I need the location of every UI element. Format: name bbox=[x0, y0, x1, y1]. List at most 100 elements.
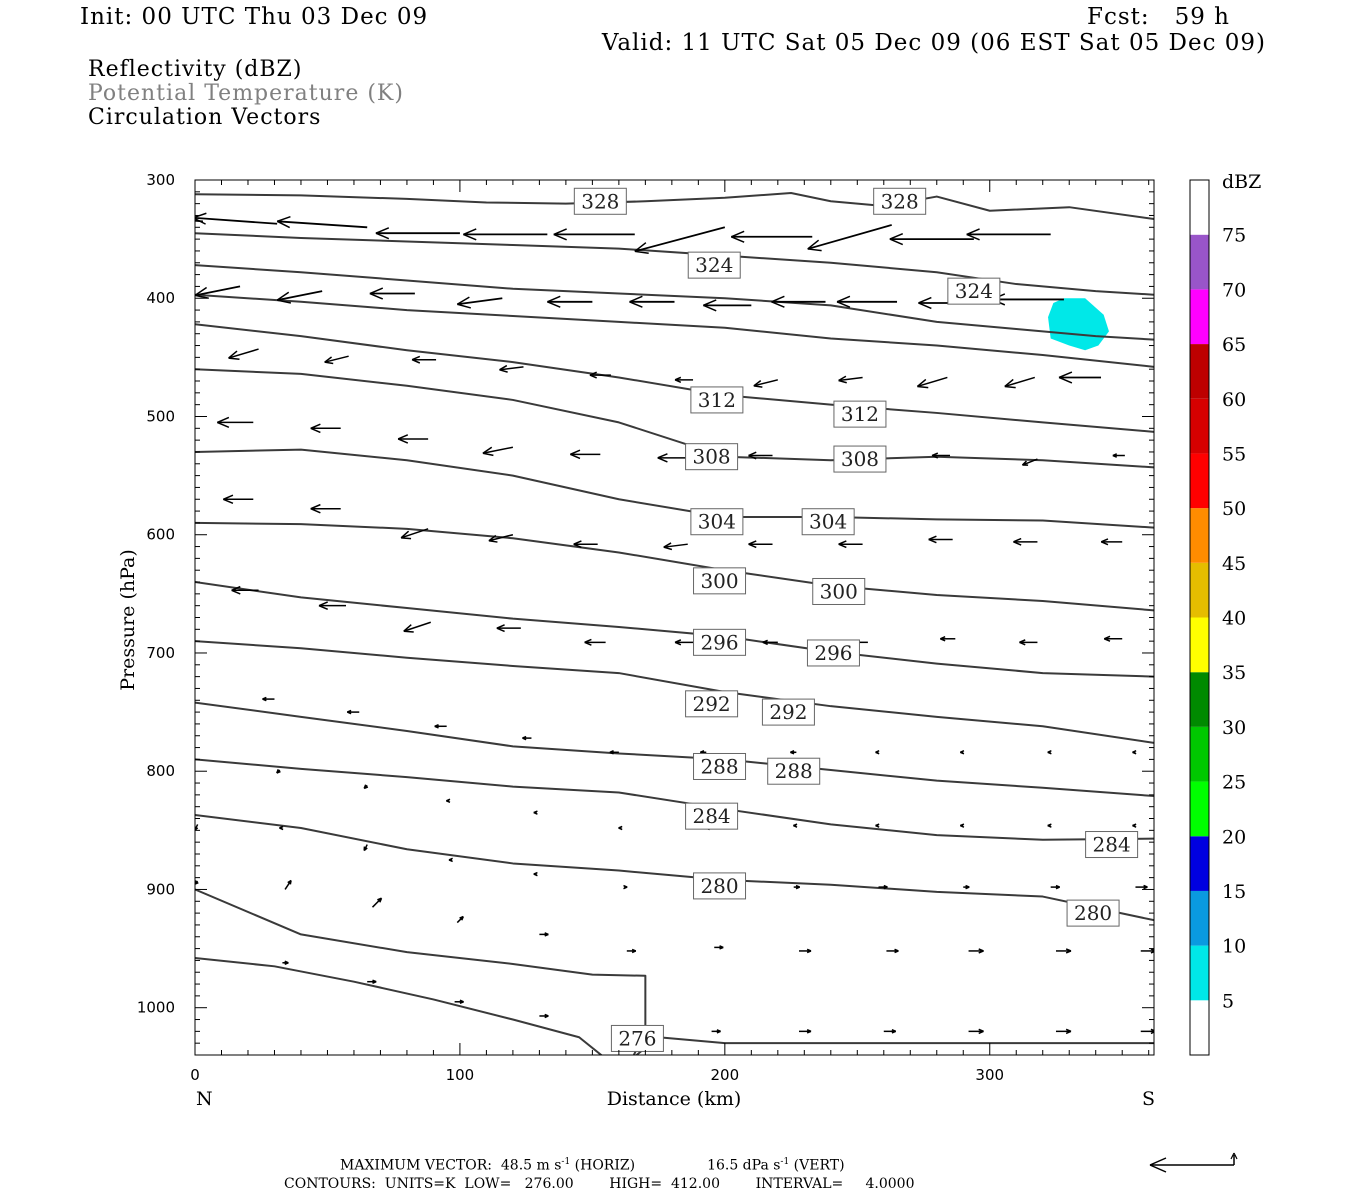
contour-label-296: 296 bbox=[693, 628, 747, 656]
circulation-vector bbox=[222, 494, 254, 505]
circulation-vector bbox=[836, 295, 898, 308]
contour-label-292: 292 bbox=[685, 690, 739, 718]
contour-label-text: 280 bbox=[1074, 901, 1112, 925]
circulation-vector bbox=[448, 857, 453, 863]
colorbar-segment bbox=[1190, 508, 1209, 563]
circulation-vector bbox=[463, 228, 548, 241]
circulation-vector bbox=[714, 945, 724, 950]
contour-label-text: 292 bbox=[692, 692, 730, 716]
contour-label-312: 312 bbox=[690, 386, 744, 414]
colorbar-segment bbox=[1190, 234, 1209, 290]
circulation-vector bbox=[790, 750, 797, 755]
colorbar-segment bbox=[1190, 398, 1209, 454]
theta-contour-272 bbox=[195, 957, 603, 1055]
circulation-vector bbox=[310, 423, 341, 434]
circulation-vector bbox=[1058, 371, 1102, 384]
theta-contour-300 bbox=[195, 521, 1154, 612]
circulation-vector bbox=[195, 212, 278, 225]
contour-label-text: 304 bbox=[698, 510, 736, 534]
circulation-vector bbox=[940, 636, 956, 642]
colorbar-segment bbox=[1190, 617, 1209, 673]
circulation-vector bbox=[1112, 453, 1125, 458]
contour-label-284: 284 bbox=[1085, 831, 1139, 859]
theta-contour-276 bbox=[195, 888, 1154, 1055]
contour-label-text: 328 bbox=[581, 189, 619, 213]
circulation-vector bbox=[1019, 639, 1038, 646]
vector-layer bbox=[195, 212, 1154, 1035]
circulation-vector bbox=[968, 1028, 984, 1035]
colorbar-level-label: 75 bbox=[1222, 225, 1246, 247]
theta-contour-284 bbox=[195, 758, 1154, 841]
contour-label-text: 284 bbox=[692, 804, 730, 828]
x-axis-title: Distance (km) bbox=[607, 1088, 742, 1110]
circulation-vector bbox=[276, 769, 281, 774]
max-vector-vert-unit-exp: -1 bbox=[780, 1157, 790, 1167]
circulation-vector bbox=[674, 639, 694, 646]
circulation-vector bbox=[1047, 823, 1052, 828]
circulation-vector bbox=[482, 446, 514, 457]
contour-label-304: 304 bbox=[690, 508, 744, 536]
valid-time: Valid: 11 UTC Sat 05 Dec 09 (06 EST Sat … bbox=[601, 30, 1266, 56]
contour-label-text: 308 bbox=[841, 447, 879, 471]
circulation-vector bbox=[533, 810, 538, 815]
contour-label-288: 288 bbox=[693, 752, 747, 780]
max-vector-horiz-tail: (HORIZ) bbox=[570, 1157, 636, 1174]
circulation-vector bbox=[1013, 537, 1038, 546]
max-vector-line: MAXIMUM VECTOR: 48.5 m s-1 (HORIZ) 16.5 d… bbox=[340, 1157, 845, 1174]
contour-label-324: 324 bbox=[687, 251, 741, 279]
circulation-vector bbox=[1050, 884, 1060, 890]
circulation-vector bbox=[959, 823, 965, 828]
contour-label-text: 292 bbox=[769, 700, 807, 724]
y-tick-label: 800 bbox=[146, 762, 175, 780]
colorbar-level-label: 45 bbox=[1222, 553, 1246, 575]
circulation-vector bbox=[499, 364, 524, 373]
y-axis-title: Pressure (hPa) bbox=[117, 549, 139, 691]
theta-contour-316 bbox=[195, 293, 1154, 368]
field-label-circulation-vectors: Circulation Vectors bbox=[88, 105, 322, 130]
circulation-vector bbox=[1100, 538, 1123, 546]
circulation-vector bbox=[589, 371, 611, 379]
x-tick-label: 200 bbox=[711, 1066, 740, 1084]
circulation-vector bbox=[1135, 884, 1148, 890]
circulation-vector bbox=[310, 503, 341, 514]
circulation-vector bbox=[875, 750, 880, 755]
circulation-vector bbox=[282, 960, 289, 966]
colorbar-segment bbox=[1190, 781, 1209, 837]
x-tick-label: 100 bbox=[446, 1066, 475, 1084]
circulation-vector bbox=[838, 375, 863, 384]
circulation-vector bbox=[634, 226, 726, 254]
colorbar-level-label: 65 bbox=[1222, 334, 1246, 356]
contour-label-layer: 328 328 324 324 312 312 308 308 304 304 300 300 296 2… bbox=[573, 187, 1139, 1052]
circulation-vector bbox=[488, 534, 514, 543]
colorbar-level-label: 15 bbox=[1222, 881, 1246, 903]
circulation-vector bbox=[771, 295, 826, 308]
circulation-vector bbox=[762, 639, 778, 646]
contour-label-300: 300 bbox=[812, 577, 866, 605]
colorbar-level-label: 30 bbox=[1222, 717, 1246, 739]
x-axis-end-label-south: S bbox=[1142, 1088, 1155, 1110]
colorbar-frame bbox=[1189, 179, 1210, 1056]
contour-info-line: CONTOURS: UNITS=K LOW= 276.00 HIGH= 412.… bbox=[284, 1176, 915, 1192]
circulation-vector bbox=[878, 884, 888, 890]
theta-contour-328 bbox=[195, 192, 1154, 221]
circulation-vector bbox=[963, 884, 970, 890]
circulation-vector bbox=[276, 216, 368, 229]
circulation-vector bbox=[547, 295, 593, 308]
contour-label-296: 296 bbox=[806, 639, 860, 667]
plot-frame bbox=[194, 179, 1155, 1056]
circulation-vector bbox=[231, 585, 259, 595]
circulation-vector bbox=[793, 823, 798, 828]
circulation-vector bbox=[663, 542, 688, 551]
contour-label-text: 328 bbox=[881, 189, 919, 213]
contour-label-text: 308 bbox=[692, 445, 730, 469]
circulation-vector bbox=[1004, 376, 1036, 389]
colorbar-segment bbox=[1190, 1000, 1209, 1055]
circulation-vector bbox=[284, 879, 292, 890]
theta-contour-304 bbox=[195, 448, 1154, 529]
circulation-vector bbox=[711, 1029, 721, 1034]
circulation-vector bbox=[966, 228, 1051, 241]
colorbar-segment bbox=[1190, 180, 1209, 235]
circulation-vector bbox=[363, 784, 369, 790]
circulation-vector bbox=[838, 540, 863, 549]
